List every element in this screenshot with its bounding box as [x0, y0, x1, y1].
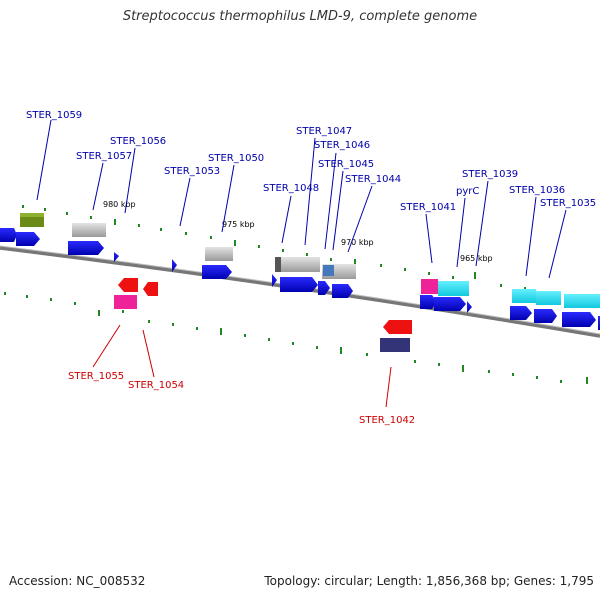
scale-label-975: 975 kbp [222, 220, 255, 229]
leader-lines-bottom [92, 324, 392, 408]
lower-tick-track [4, 292, 588, 384]
accession-text: Accession: NC_008532 [9, 574, 146, 588]
gene-ster-1041[interactable] [421, 279, 438, 294]
scale-label-965: 965 kbp [460, 254, 493, 263]
genome-title: Streptococcus thermophilus LMD-9, comple… [122, 9, 478, 24]
gene-ster-1054[interactable] [114, 295, 137, 309]
topology-text: Topology: circular; Length: 1,856,368 bp… [264, 574, 594, 588]
gene-pyrc[interactable] [438, 281, 469, 296]
gene-features-upper [20, 213, 600, 308]
label-ster-1057: STER_1057 [76, 151, 132, 162]
gene-ster-1055-arrow[interactable] [118, 278, 138, 292]
gene-ster-1042-arrow[interactable] [383, 320, 412, 334]
label-ster-1039: STER_1039 [462, 169, 518, 180]
gene-labels-bottom: STER_1055 STER_1054 STER_1042 [68, 371, 415, 426]
leader-lines-top [36, 119, 567, 279]
gene-features-lower [114, 278, 412, 352]
label-ster-1056: STER_1056 [110, 136, 166, 147]
gene-ster-1035[interactable] [564, 294, 600, 308]
label-ster-1050: STER_1050 [208, 153, 264, 164]
gene-ster-1036[interactable] [512, 289, 536, 303]
scale-label-980: 980 kbp [103, 200, 136, 209]
label-ster-1036: STER_1036 [509, 185, 565, 196]
label-ster-1042: STER_1042 [359, 415, 415, 426]
gene-ster-1050[interactable] [205, 247, 233, 261]
gene-ster-1057[interactable] [72, 223, 106, 237]
gene-ster-1042[interactable] [380, 338, 410, 352]
label-ster-1054: STER_1054 [128, 380, 184, 391]
scale-label-970: 970 kbp [341, 238, 374, 247]
gene-labels-top: STER_1059 STER_1057 STER_1056 STER_1053 … [26, 110, 596, 213]
label-ster-1046: STER_1046 [314, 140, 370, 151]
label-ster-1055: STER_1055 [68, 371, 124, 382]
label-ster-1048: STER_1048 [263, 183, 319, 194]
label-pyrc: pyrC [456, 186, 479, 197]
label-ster-1035: STER_1035 [540, 198, 596, 209]
label-ster-1047: STER_1047 [296, 126, 352, 137]
label-ster-1041: STER_1041 [400, 202, 456, 213]
label-ster-1059: STER_1059 [26, 110, 82, 121]
cds-arrows-upper [0, 228, 600, 330]
label-ster-1053: STER_1053 [164, 166, 220, 177]
label-ster-1044: STER_1044 [345, 174, 401, 185]
gene-ster-1048[interactable] [275, 257, 320, 272]
label-ster-1045: STER_1045 [318, 159, 374, 170]
